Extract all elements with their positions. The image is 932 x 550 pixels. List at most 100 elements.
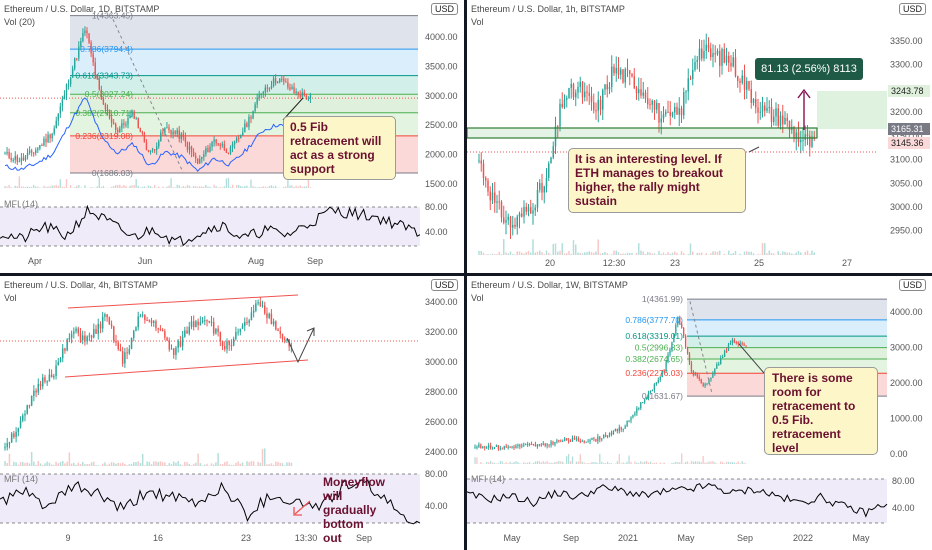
volume-bar — [589, 462, 591, 464]
volume-bar — [88, 464, 91, 466]
candle-body — [696, 373, 698, 377]
candle-body — [505, 446, 507, 448]
candle-body — [613, 66, 615, 74]
candle-body — [275, 321, 277, 330]
candle-body — [57, 361, 60, 366]
candle-body — [569, 440, 572, 442]
candle-body — [635, 88, 638, 94]
candle-body — [723, 350, 726, 357]
volume-bar — [33, 461, 35, 466]
candle-body — [667, 354, 669, 362]
currency-button[interactable]: USD — [898, 3, 926, 15]
volume-bar — [195, 462, 197, 466]
volume-bar — [272, 186, 275, 188]
volume-bar — [505, 462, 507, 464]
measure-label: 81.13 (2.56%) 8113 — [755, 58, 863, 80]
volume-bar — [761, 242, 764, 255]
volume-bar — [28, 463, 31, 466]
candle-body — [59, 358, 62, 362]
candle-body — [61, 348, 64, 359]
candle-body — [117, 342, 119, 350]
volume-bar — [139, 187, 141, 188]
candle-body — [100, 89, 103, 99]
candle-body — [734, 57, 737, 76]
candle-body — [4, 447, 6, 449]
y-tick-label: 2400.00 — [425, 447, 458, 457]
volume-bar — [48, 462, 51, 466]
candle-body — [8, 152, 10, 158]
candle-body — [745, 345, 747, 347]
candle-body — [270, 313, 273, 325]
currency-button[interactable]: USD — [430, 3, 458, 15]
candle-body — [733, 339, 735, 343]
candle-body — [215, 328, 217, 334]
chart-panel-top-left[interactable]: 1(4363.45) 0.786(3794.4) 0.618(3343.73) 0.5… — [0, 0, 464, 273]
volume-bar — [8, 453, 11, 466]
volume-bar — [662, 252, 665, 255]
volume-bar — [231, 184, 234, 188]
candle-body — [290, 345, 293, 347]
candle-body — [800, 140, 802, 143]
volume-bar — [500, 254, 503, 255]
candle-body — [175, 347, 177, 355]
candle-body — [575, 438, 578, 440]
candle-body — [16, 156, 18, 162]
volume-bar — [782, 251, 784, 255]
volume-bar — [146, 461, 148, 466]
candle-body — [204, 320, 206, 322]
candle-body — [725, 350, 728, 352]
candle-body — [653, 100, 656, 110]
chart-panel-bottom-left[interactable]: 3400.00 3200.00 3000.00 2800.00 2600.00 2400.… — [0, 276, 464, 550]
candle-body — [589, 439, 591, 442]
volume-bar — [248, 462, 250, 466]
candle-body — [552, 441, 554, 445]
volume-bar — [710, 253, 712, 255]
candle-body — [201, 320, 204, 323]
candle-body — [146, 320, 148, 322]
fib-zone — [70, 94, 418, 113]
volume-bar — [634, 461, 636, 464]
volume-bar — [149, 185, 152, 188]
volume-bar — [170, 178, 172, 188]
price-tag-label: 3165.31 — [891, 124, 924, 134]
volume-bar — [595, 461, 597, 464]
volume-bar — [301, 186, 303, 188]
volume-bar — [164, 462, 166, 466]
price-tag — [888, 85, 930, 97]
currency-button[interactable]: USD — [898, 279, 926, 291]
candle-body — [150, 320, 153, 324]
candle-body — [225, 149, 228, 153]
y-tick-label: 3000.00 — [890, 202, 923, 212]
candle-body — [588, 92, 590, 96]
candle-body — [732, 57, 734, 67]
volume-bar — [485, 254, 487, 255]
candle-body — [728, 55, 730, 63]
candle-body — [168, 340, 171, 350]
candle-body — [579, 81, 581, 87]
candle-body — [624, 426, 626, 429]
y-tick-label: 40.00 — [425, 227, 448, 237]
y-tick-label: 3100.00 — [890, 155, 923, 165]
volume-bar — [768, 250, 770, 255]
volume-bar — [671, 462, 673, 464]
volume-bar — [53, 185, 55, 188]
candle-body — [250, 312, 253, 321]
candle-body — [706, 383, 708, 385]
currency-button[interactable]: USD — [430, 279, 458, 291]
volume-bar — [108, 463, 111, 466]
volume-bar — [793, 254, 795, 255]
candle-body — [629, 70, 631, 74]
volume-bar — [723, 463, 726, 464]
candle-body — [141, 314, 144, 316]
chart-panel-top-right[interactable]: 3350.003300.003250.003200.003150.003100.… — [467, 0, 932, 273]
fib-level-label: 0.382(2710.71) — [75, 108, 133, 118]
candle-body — [252, 310, 255, 313]
chart-panel-bottom-right[interactable]: 1(4361.99) 0.786(3777.70) 0.618(3319.01) 0.… — [467, 276, 932, 550]
volume-bar — [515, 461, 517, 464]
volume-bar — [17, 464, 20, 466]
candle-body — [660, 118, 662, 123]
volume-bar — [70, 463, 73, 466]
candle-body — [157, 328, 159, 330]
candle-body — [50, 374, 53, 378]
candle-body — [22, 157, 25, 161]
